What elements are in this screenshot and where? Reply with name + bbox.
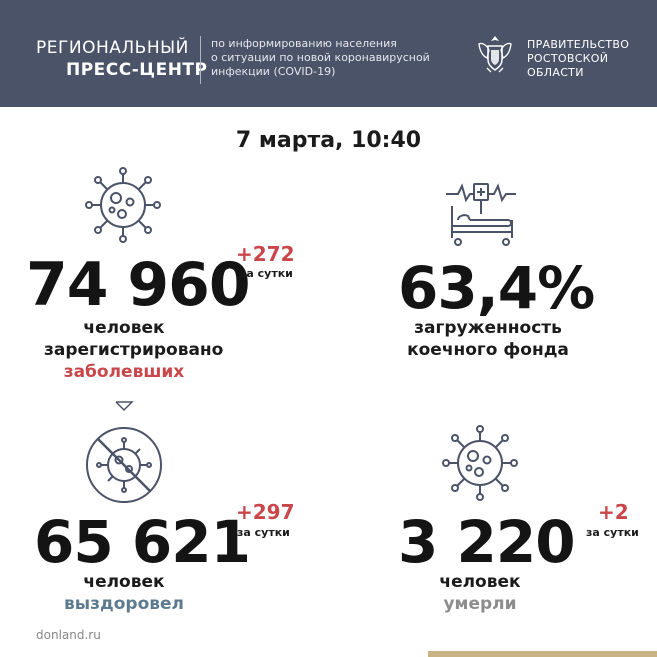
header-description-line: по информированию населения (211, 37, 397, 50)
recovered-delta-label: за сутки (237, 526, 290, 539)
header-description-line: о ситуации по новой коронавирусной (211, 51, 430, 64)
infected-delta-label: за сутки (240, 267, 293, 280)
infected-delta: +272 (236, 242, 295, 266)
government-label: ПРАВИТЕЛЬСТВО РОСТОВСКОЙ ОБЛАСТИ (527, 38, 629, 80)
bed-occupancy-value: 63,4% (398, 254, 595, 322)
header-description: по информированию населения о ситуации п… (211, 37, 451, 79)
government-label-line: ОБЛАСТИ (527, 66, 584, 79)
site-link[interactable]: donland.ru (36, 628, 101, 642)
recovered-delta: +297 (236, 500, 295, 524)
header-divider (200, 36, 201, 84)
recovered-caption-line2: выздоровел (63, 594, 184, 614)
infected-total: 74 960 (26, 250, 251, 320)
virus-icon (85, 167, 161, 243)
deaths-total: 3 220 (398, 508, 576, 576)
recovered-total: 65 621 (34, 508, 251, 576)
coat-of-arms-icon (478, 36, 512, 73)
hospital-bed-icon (446, 183, 516, 246)
deaths-delta: +2 (598, 500, 629, 524)
bed-occupancy-caption-line1: загруженность (414, 318, 562, 338)
bed-occupancy-caption-line2: коечного фонда (407, 340, 569, 360)
header-banner: РЕГИОНАЛЬНЫЙ ПРЕСС-ЦЕНТР по информирован… (0, 0, 657, 107)
infected-caption-line2: зарегистрировано (44, 340, 224, 360)
deaths-caption-line1: человек (439, 572, 521, 592)
report-date: 7 марта, 10:40 (235, 128, 422, 153)
bottom-accent-bar (428, 651, 657, 657)
crossed-virus-icon (86, 427, 162, 503)
down-arrow-icon (115, 401, 134, 412)
government-label-line: РОСТОВСКОЙ (527, 52, 609, 65)
virus-icon (442, 425, 518, 501)
press-center-title-line1: РЕГИОНАЛЬНЫЙ (36, 38, 189, 58)
header-description-line: инфекции (COVID-19) (211, 65, 336, 78)
infected-caption-line3: заболевших (63, 362, 185, 382)
deaths-delta-label: за сутки (586, 526, 639, 539)
infected-caption-line1: человек (83, 318, 165, 338)
government-label-line: ПРАВИТЕЛЬСТВО (527, 38, 630, 51)
deaths-caption-line2: умерли (443, 594, 517, 614)
press-center-title-line2: ПРЕСС-ЦЕНТР (66, 60, 208, 80)
recovered-caption-line1: человек (83, 572, 165, 592)
